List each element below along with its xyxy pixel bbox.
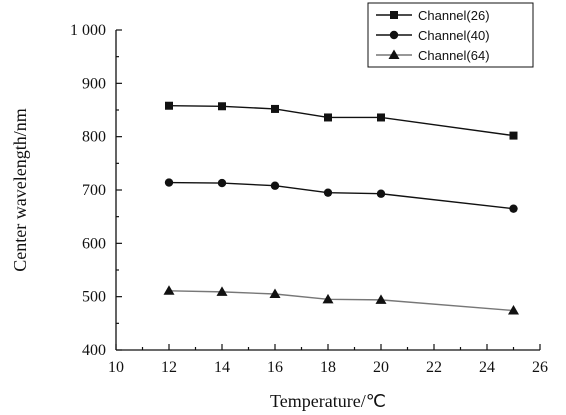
legend: Channel(26) Channel(40) Channel(64) [367,2,534,68]
legend-label: Channel(26) [418,8,490,23]
series-line [168,290,514,312]
series [163,101,519,315]
series-2 [164,178,518,213]
y-tick-label: 800 [82,129,106,146]
x-tick-label: 26 [532,359,548,376]
data-point [216,286,228,296]
data-point [323,188,333,197]
series-line [168,105,514,137]
data-point [271,104,279,113]
data-point [269,288,281,298]
data-point [270,181,280,190]
x-tick-label: 20 [373,359,389,376]
series-3 [163,285,519,315]
legend-marker [388,49,400,59]
y-axis-title: Center wavelength/nm [10,108,30,271]
data-point [508,305,519,315]
legend-label: Channel(40) [418,28,490,43]
ticks: 10 12 14 16 18 20 22 24 26 400 500 600 700 800 900 1 00… [70,22,548,376]
data-point [377,113,385,122]
data-point [163,285,175,295]
x-tick-label: 14 [214,359,230,376]
data-point [509,204,518,213]
x-tick-label: 24 [479,359,495,376]
y-tick-label: 400 [82,342,106,359]
data-point [322,293,334,304]
y-tick-label: 1 000 [70,22,106,39]
y-tick-label: 900 [82,75,106,92]
x-tick-label: 12 [161,359,177,376]
x-tick-label: 22 [426,359,442,376]
data-point [324,113,332,122]
data-point [375,294,387,304]
legend-marker [390,11,398,19]
data-point [217,178,227,188]
data-point [376,189,386,198]
data-point [164,178,174,187]
legend-marker [389,30,399,40]
x-axis-title: Temperature/℃ [270,391,386,411]
x-tick-label: 10 [108,359,124,376]
data-point [509,131,518,140]
data-point [218,102,226,111]
data-point [165,101,173,110]
legend-item: Channel(26) [376,8,490,23]
legend-item: Channel(64) [376,48,490,63]
x-tick-label: 18 [320,359,336,376]
legend-item: Channel(40) [376,28,490,43]
y-tick-label: 500 [82,289,106,306]
legend-label: Channel(64) [418,48,490,63]
y-tick-label: 600 [82,235,106,252]
series-1 [165,101,518,140]
series-line [168,181,514,210]
y-tick-label: 700 [82,182,106,199]
x-tick-label: 16 [267,359,283,376]
